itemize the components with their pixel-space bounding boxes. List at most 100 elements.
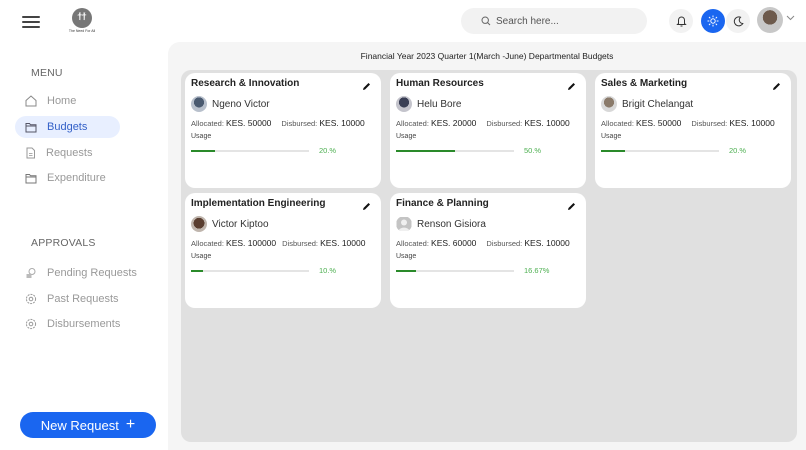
department-name: Finance & Planning [396,198,489,209]
usage-label: Usage [191,253,212,260]
home-icon [25,95,37,107]
edit-pencil-icon[interactable] [567,202,576,211]
allocated-value: KES. 50000 [636,118,682,128]
progress-track [191,149,309,152]
sidebar-item-past-requests[interactable]: Past Requests [15,288,155,310]
sidebar-item-label: Budgets [47,121,88,133]
main-content: Financial Year 2023 Quarter 1(March -Jun… [168,42,806,450]
new-request-label: New Request [40,417,119,433]
progress-track [601,149,719,152]
budget-card-human-resources[interactable]: Human Resources Helu Bore Allocated: KES… [390,73,586,188]
edit-pencil-icon[interactable] [362,82,371,91]
sidebar-item-label: Pending Requests [47,267,137,279]
plus-icon: + [125,416,136,433]
disbursed-label: Disbursed: [281,119,318,128]
edit-pencil-icon[interactable] [362,202,371,211]
light-theme-button[interactable] [701,9,725,33]
hamburger-menu-icon[interactable] [22,16,40,28]
progress-fill [191,269,203,272]
page-title: Financial Year 2023 Quarter 1(March -Jun… [360,51,614,61]
top-bar: ϯϯ The Need For All Search here... [0,0,806,42]
usage-label: Usage [396,253,417,260]
search-input[interactable]: Search here... [461,8,647,34]
owner-name: Helu Bore [417,98,462,110]
allocated-value: KES. 20000 [431,118,477,128]
disbursed-value: KES. 10000 [320,238,366,248]
gear-icon [25,293,37,305]
sidebar-item-label: Past Requests [47,293,119,305]
budget-owner: Brigit Chelangat [601,96,785,112]
allocated-label: Allocated: [396,119,429,128]
allocated-label: Allocated: [396,239,429,248]
edit-pencil-icon[interactable] [772,82,781,91]
allocated-label: Allocated: [191,119,224,128]
usage-progress: 10.% [191,266,375,275]
edit-pencil-icon[interactable] [567,82,576,91]
logo[interactable]: ϯϯ The Need For All [60,8,104,38]
allocated-label: Allocated: [191,239,224,248]
disbursed-label: Disbursed: [691,119,728,128]
notifications-button[interactable] [669,9,693,33]
disbursed-value: KES. 10000 [729,118,775,128]
budget-amounts: Allocated: KES. 100000 Disbursed: KES. 10… [191,238,375,248]
usage-progress: 20.% [601,146,785,155]
progress-fill [396,269,416,272]
sidebar-item-label: Expenditure [47,172,106,184]
department-name: Human Resources [396,78,484,89]
sidebar-item-budgets[interactable]: Budgets [15,116,120,138]
usage-progress: 50.% [396,146,580,155]
chevron-down-icon[interactable] [786,15,795,21]
budget-owner: Renson Gisiora [396,216,580,232]
sidebar-item-label: Home [47,95,77,107]
department-name: Sales & Marketing [601,78,688,89]
sidebar-item-expenditure[interactable]: Expenditure [15,167,120,189]
sun-icon [707,15,719,27]
folder-icon [25,122,37,132]
logo-mark-icon: ϯϯ [72,8,92,28]
owner-name: Ngeno Victor [212,98,270,110]
search-icon [481,16,491,26]
menu-section-title: MENU [31,67,63,79]
progress-fill [396,149,455,152]
budget-owner: Ngeno Victor [191,96,375,112]
usage-label: Usage [396,133,417,140]
budget-card-implementation-engineering[interactable]: Implementation Engineering Victor Kiptoo… [185,193,381,308]
department-name: Research & Innovation [191,78,300,89]
budgets-panel: Research & Innovation Ngeno Victor Alloc… [181,70,797,442]
disbursed-label: Disbursed: [486,119,523,128]
allocated-value: KES. 100000 [226,238,277,248]
default-avatar-icon [396,217,412,231]
sidebar-item-home[interactable]: Home [15,90,120,112]
sidebar-item-pending-requests[interactable]: Pending Requests [15,262,155,284]
progress-track [191,269,309,272]
budget-amounts: Allocated: KES. 20000 Disbursed: KES. 100… [396,118,580,128]
usage-percent: 16.67% [524,266,550,275]
user-avatar[interactable] [757,7,783,33]
folder-icon [25,173,37,183]
budget-card-sales-marketing[interactable]: Sales & Marketing Brigit Chelangat Alloc… [595,73,791,188]
budget-card-finance-planning[interactable]: Finance & Planning Renson Gisiora Alloca… [390,193,586,308]
new-request-button[interactable]: New Request + [20,412,156,438]
budget-card-research-innovation[interactable]: Research & Innovation Ngeno Victor Alloc… [185,73,381,188]
dark-theme-button[interactable] [726,9,750,33]
allocated-label: Allocated: [601,119,634,128]
gear-icon [25,318,37,330]
progress-fill [601,149,625,152]
owner-avatar [191,216,207,232]
sidebar-item-requests[interactable]: Requests [15,142,120,164]
disbursed-value: KES. 10000 [524,118,570,128]
usage-percent: 10.% [319,266,337,275]
budget-owner: Victor Kiptoo [191,216,375,232]
pending-icon [26,268,36,278]
owner-name: Renson Gisiora [417,218,486,230]
owner-name: Brigit Chelangat [622,98,694,110]
allocated-value: KES. 60000 [431,238,477,248]
progress-track [396,269,514,272]
budget-owner: Helu Bore [396,96,580,112]
owner-avatar [396,96,412,112]
department-name: Implementation Engineering [191,198,326,209]
disbursed-value: KES. 10000 [524,238,570,248]
sidebar-item-label: Disbursements [47,318,121,330]
sidebar-item-disbursements[interactable]: Disbursements [15,313,155,335]
document-icon [26,147,35,159]
